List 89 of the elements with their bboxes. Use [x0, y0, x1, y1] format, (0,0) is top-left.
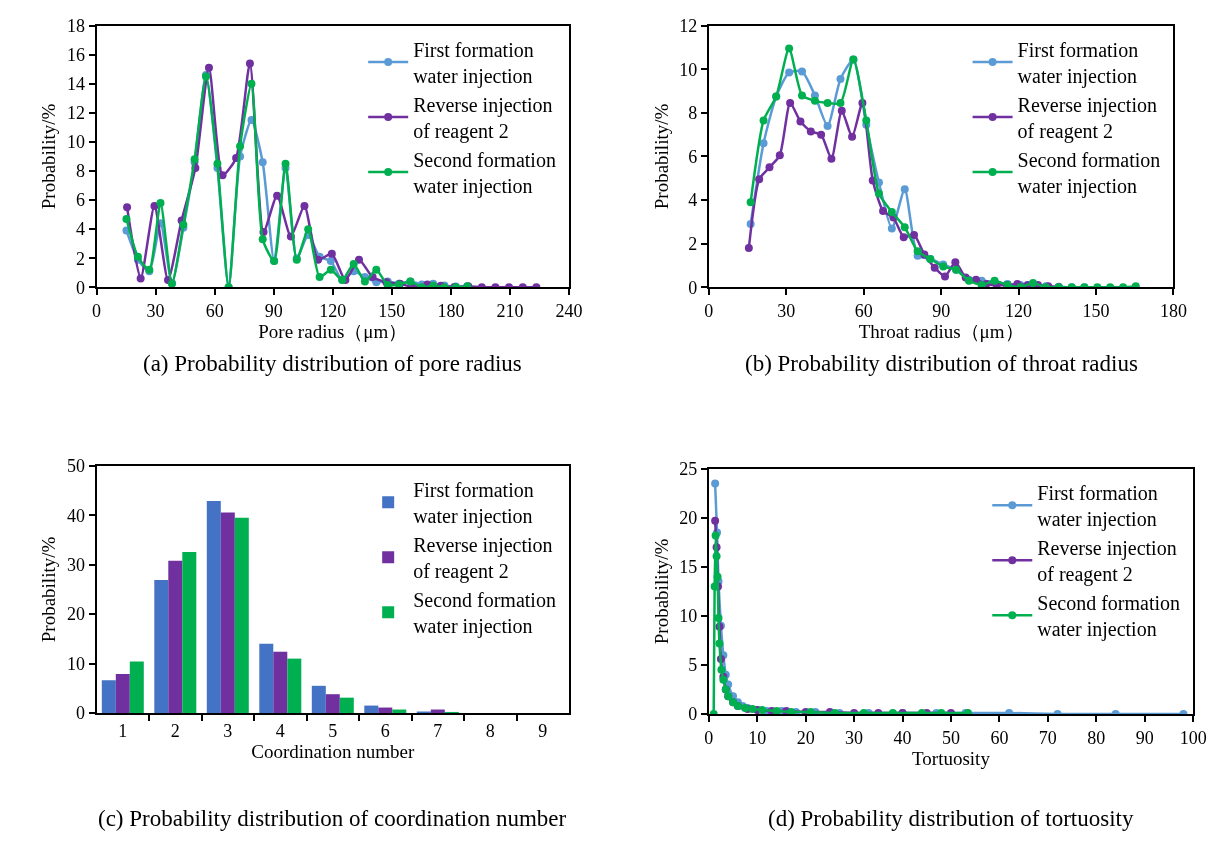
y-tick-label: 20	[679, 508, 698, 529]
x-tick-label: 5	[328, 720, 338, 741]
y-axis-title: Probability/%	[650, 103, 672, 210]
x-tick-label: 70	[1038, 727, 1057, 748]
y-axis-title: Probability/%	[650, 538, 672, 645]
y-tick-label: 5	[688, 655, 698, 676]
legend-label: Second formation water injection	[1017, 148, 1161, 198]
legend-label: Second formation water injection	[413, 148, 556, 198]
y-tick-label: 10	[66, 653, 85, 674]
y-tick-label: 8	[688, 103, 698, 124]
y-tick-label: 4	[75, 219, 85, 240]
x-tick-label: 4	[275, 720, 285, 741]
legend-label: First formation water injection	[1017, 38, 1139, 88]
x-tick-label: 90	[932, 300, 951, 321]
y-tick-label: 14	[66, 74, 85, 95]
x-axis-title: Coordination number	[251, 740, 415, 762]
y-tick-label: 6	[75, 190, 85, 211]
x-tick-label: 240	[555, 300, 583, 321]
legend-label: Reverse injection of reagent 2	[413, 93, 553, 143]
y-axis-title: Probability/%	[38, 536, 60, 643]
x-tick-label: 120	[1005, 300, 1033, 321]
x-tick-label: 180	[437, 300, 465, 321]
x-tick-label: 8	[485, 720, 495, 741]
legend-label: First formation water injection	[1037, 482, 1158, 532]
x-tick-label: 0	[92, 300, 102, 321]
x-tick-label: 80	[1087, 727, 1106, 748]
x-tick-label: 150	[1082, 300, 1110, 321]
legend-label: Reverse injection of reagent 2	[413, 534, 553, 584]
y-tick-label: 0	[75, 703, 85, 724]
x-tick-label: 0	[704, 727, 714, 748]
y-tick-label: 0	[688, 277, 698, 298]
y-tick-label: 8	[75, 161, 85, 182]
x-tick-label: 7	[433, 720, 443, 741]
y-tick-label: 16	[66, 44, 85, 65]
x-tick-label: 30	[146, 300, 165, 321]
legend-label: Second formation water injection	[413, 589, 556, 639]
x-tick-label: 90	[264, 300, 283, 321]
x-tick-label: 120	[319, 300, 347, 321]
y-tick-label: 40	[66, 505, 85, 526]
y-tick-label: 0	[75, 277, 85, 298]
x-tick-label: 1	[118, 720, 128, 741]
y-tick-label: 2	[75, 248, 85, 269]
y-tick-label: 2	[688, 233, 698, 254]
y-tick-label: 4	[688, 190, 698, 211]
x-tick-label: 100	[1179, 727, 1207, 748]
x-tick-label: 10	[748, 727, 767, 748]
x-axis-title: Tortuosity	[912, 747, 991, 769]
y-tick-label: 10	[679, 606, 698, 627]
x-tick-label: 210	[496, 300, 524, 321]
x-tick-label: 0	[704, 300, 714, 321]
legend-label: First formation water injection	[413, 479, 534, 529]
x-tick-label: 6	[380, 720, 390, 741]
x-axis-title: Throat radius（μm）	[858, 320, 1024, 342]
y-tick-label: 6	[688, 146, 698, 167]
y-axis-title: Probability/%	[38, 103, 60, 210]
y-tick-label: 18	[66, 15, 85, 36]
x-tick-label: 180	[1159, 300, 1187, 321]
legend-label: Second formation water injection	[1037, 592, 1181, 642]
x-tick-label: 150	[378, 300, 406, 321]
x-tick-label: 90	[1135, 727, 1154, 748]
legend-label: First formation water injection	[413, 38, 534, 88]
y-tick-label: 10	[679, 59, 698, 80]
text: (b) Probability distribution of throat radius	[745, 351, 1138, 376]
y-tick-label: 10	[66, 132, 85, 153]
y-tick-label: 50	[66, 456, 85, 477]
text: (a) Probability distribution of pore radius	[143, 351, 522, 376]
text: (d) Probability distribution of tortuosity	[768, 806, 1134, 831]
x-tick-label: 30	[845, 727, 864, 748]
y-tick-label: 12	[66, 103, 85, 124]
x-tick-label: 60	[205, 300, 224, 321]
x-tick-label: 2	[170, 720, 180, 741]
y-tick-label: 12	[679, 15, 698, 36]
x-tick-label: 20	[796, 727, 815, 748]
x-tick-label: 30	[777, 300, 796, 321]
x-tick-label: 3	[223, 720, 233, 741]
x-tick-label: 60	[990, 727, 1009, 748]
text: (c) Probability distribution of coordination number	[98, 806, 567, 831]
y-tick-label: 20	[66, 604, 85, 625]
x-tick-label: 60	[854, 300, 873, 321]
y-tick-label: 0	[688, 704, 698, 725]
x-axis-title: Pore radius（μm）	[258, 320, 408, 342]
legend-label: Reverse injection of reagent 2	[1017, 93, 1157, 143]
legend-label: Reverse injection of reagent 2	[1037, 537, 1177, 587]
y-tick-label: 25	[679, 459, 698, 480]
y-tick-label: 30	[66, 555, 85, 576]
x-tick-label: 50	[941, 727, 960, 748]
y-tick-label: 15	[679, 557, 698, 578]
x-tick-label: 9	[538, 720, 548, 741]
x-tick-label: 40	[893, 727, 912, 748]
